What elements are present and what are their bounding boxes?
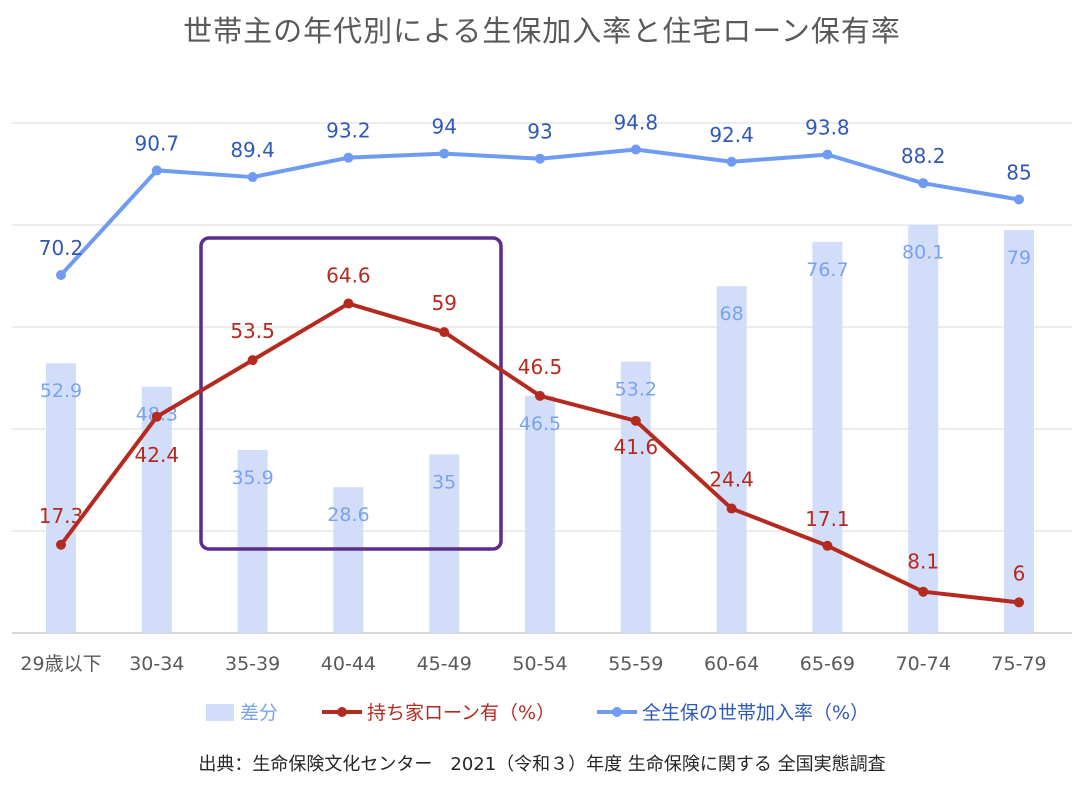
x-tick-30-34: 30-34 <box>129 653 184 675</box>
point-insurance-70-74 <box>918 178 929 189</box>
insurance-label-29歳以下: 70.2 <box>39 236 84 260</box>
legend-label-diff: 差分 <box>240 702 278 724</box>
loan-label-30-34: 42.4 <box>135 443 180 467</box>
point-insurance-65-69 <box>822 149 833 160</box>
legend-label-insurance: 全生保の世帯加入率（%） <box>642 702 869 724</box>
insurance-label-40-44: 93.2 <box>326 119 371 143</box>
x-tick-70-74: 70-74 <box>896 653 951 675</box>
legend-marker-insurance <box>612 707 622 717</box>
x-tick-75-79: 75-79 <box>991 653 1046 675</box>
x-tick-45-49: 45-49 <box>417 653 472 675</box>
bar-60-64 <box>716 286 747 633</box>
bar-35-39 <box>237 449 268 633</box>
bar-label-55-59: 53.2 <box>615 379 657 401</box>
point-insurance-60-64 <box>726 156 737 167</box>
loan-label-55-59: 41.6 <box>614 435 659 459</box>
loan-label-65-69: 17.1 <box>805 507 850 531</box>
point-insurance-40-44 <box>343 152 354 163</box>
point-insurance-29歳以下 <box>56 269 66 280</box>
bar-40-44 <box>333 487 364 633</box>
insurance-label-30-34: 90.7 <box>135 131 180 155</box>
bar-label-29歳以下: 52.9 <box>40 380 82 402</box>
bar-label-70-74: 80.1 <box>902 241 944 263</box>
highlight-box <box>199 236 503 551</box>
bar-50-54 <box>525 395 555 633</box>
point-loan-35-39 <box>247 355 258 366</box>
loan-label-60-64: 24.4 <box>709 468 754 492</box>
loan-label-35-39: 53.5 <box>230 319 275 343</box>
point-loan-60-64 <box>726 503 737 514</box>
x-axis-tick-labels: 29歳以下 30-34 35-39 40-44 45-49 50-54 55-59 60-64… <box>20 653 1046 675</box>
bar-29歳以下 <box>46 363 76 633</box>
line-series <box>56 144 1024 608</box>
x-tick-55-59: 55-59 <box>608 653 663 675</box>
line-insurance <box>59 147 1021 277</box>
bar-label-65-69: 76.7 <box>806 259 848 281</box>
point-insurance-30-34 <box>151 165 162 176</box>
bar-label-35-39: 35.9 <box>231 467 273 489</box>
x-tick-40-44: 40-44 <box>321 653 376 675</box>
legend-marker-loan <box>337 707 347 717</box>
loan-label-45-49: 59 <box>431 291 456 315</box>
loan-label-40-44: 64.6 <box>326 264 371 288</box>
x-tick-60-64: 60-64 <box>704 653 759 675</box>
loan-label-50-54: 46.5 <box>518 355 563 379</box>
loan-label-70-74: 8.1 <box>907 550 939 574</box>
bar-75-79 <box>1004 230 1034 633</box>
point-loan-40-44 <box>343 298 354 309</box>
bar-series-diff <box>46 224 1034 634</box>
insurance-label-35-39: 89.4 <box>230 138 275 162</box>
insurance-label-60-64: 92.4 <box>709 123 754 147</box>
source-note: 出典：生命保険文化センター 2021（令和３）年度 生命保険に関する 全国実態調… <box>198 754 886 775</box>
bar-label-60-64: 68 <box>720 303 744 325</box>
point-insurance-75-79 <box>1014 194 1024 205</box>
point-insurance-55-59 <box>630 144 641 155</box>
insurance-label-75-79: 85 <box>1006 161 1031 185</box>
insurance-label-45-49: 94 <box>431 115 456 139</box>
point-loan-30-34 <box>151 411 162 422</box>
bar-55-59 <box>620 361 651 633</box>
bar-label-75-79: 79 <box>1007 247 1031 269</box>
point-loan-50-54 <box>535 390 545 401</box>
insurance-label-50-54: 93 <box>527 120 552 144</box>
point-loan-55-59 <box>630 415 641 426</box>
x-tick-65-69: 65-69 <box>800 653 855 675</box>
point-insurance-50-54 <box>535 153 545 164</box>
bar-70-74 <box>908 224 939 634</box>
bar-label-50-54: 46.5 <box>519 413 561 435</box>
point-loan-75-79 <box>1014 597 1024 608</box>
x-tick-50-54: 50-54 <box>512 653 567 675</box>
x-tick-29歳以下: 29歳以下 <box>20 653 101 675</box>
point-insurance-35-39 <box>247 172 258 183</box>
point-loan-70-74 <box>918 586 929 597</box>
bar-65-69 <box>812 241 843 633</box>
line-value-labels: 70.2 90.7 89.4 93.2 94 93 94.8 92.4 93.8 88.2 85 17… <box>39 111 1032 586</box>
legend-swatch-diff <box>206 704 234 721</box>
insurance-label-65-69: 93.8 <box>805 116 850 140</box>
point-insurance-45-49 <box>439 148 450 159</box>
bar-label-40-44: 28.6 <box>327 504 369 526</box>
legend-label-loan: 持ち家ローン有（%） <box>367 702 555 724</box>
legend: 差分 持ち家ローン有（%） 全生保の世帯加入率（%） <box>206 702 869 724</box>
bar-45-49 <box>429 454 460 633</box>
insurance-label-70-74: 88.2 <box>901 144 946 168</box>
point-loan-29歳以下 <box>56 539 66 550</box>
insurance-label-55-59: 94.8 <box>614 111 659 135</box>
loan-label-29歳以下: 17.3 <box>39 504 84 528</box>
chart-title: 世帯主の年代別による生保加入率と住宅ローン保有率 <box>183 14 901 48</box>
point-loan-65-69 <box>822 540 833 551</box>
loan-label-75-79: 6 <box>1013 561 1026 585</box>
x-tick-35-39: 35-39 <box>225 653 280 675</box>
bar-label-45-49: 35 <box>432 472 456 494</box>
point-loan-45-49 <box>439 327 450 338</box>
